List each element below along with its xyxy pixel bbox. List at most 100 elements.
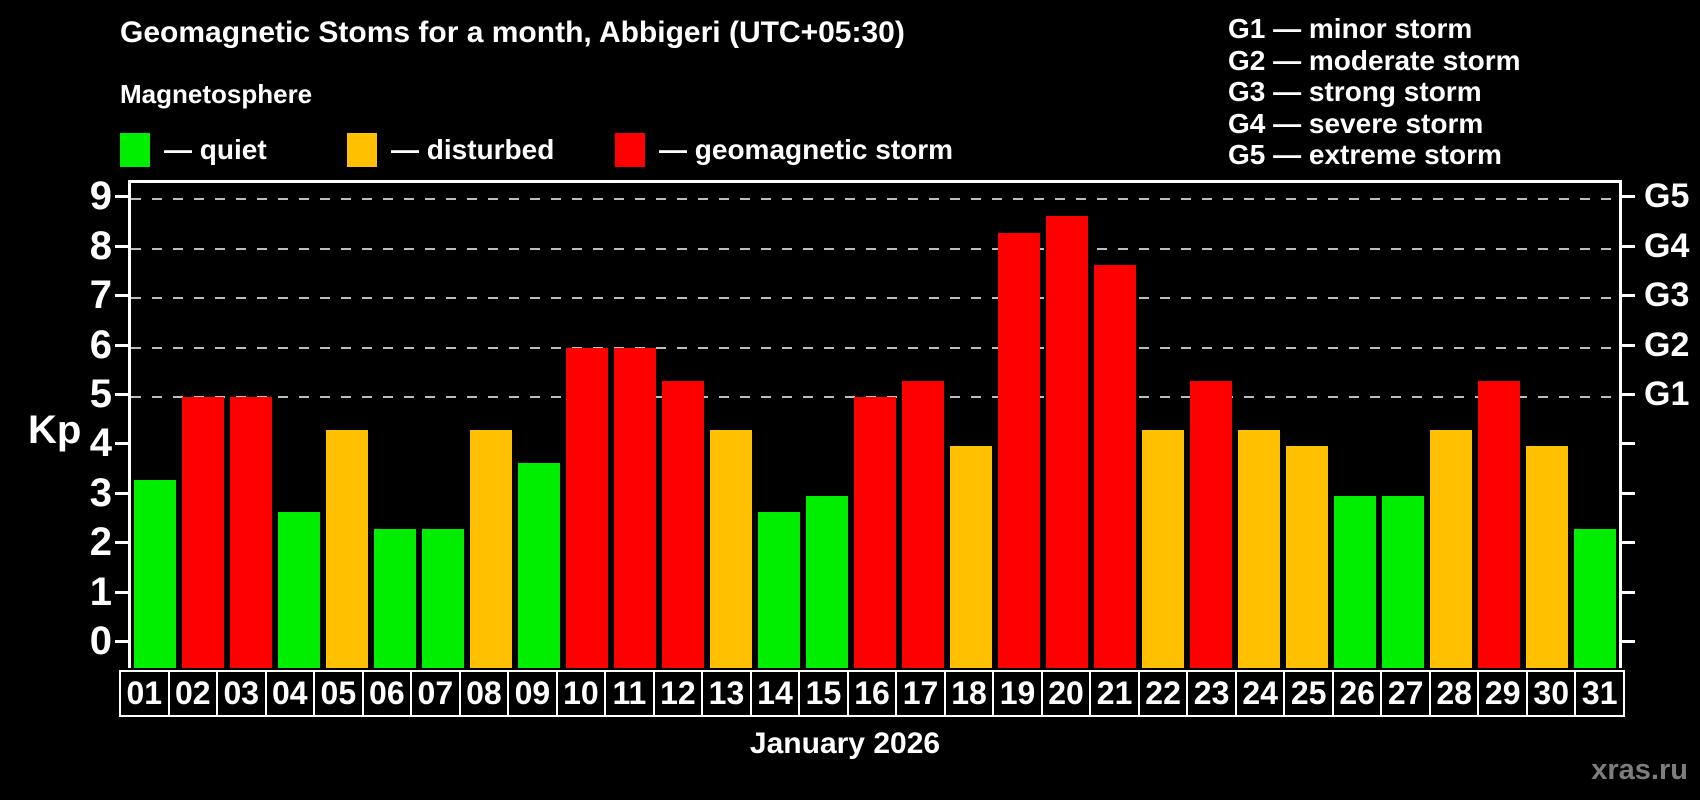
y-tick-right-4 bbox=[1622, 442, 1635, 446]
y-tick-label-7: 7 bbox=[89, 273, 112, 318]
day-cell-03: 03 bbox=[216, 670, 267, 717]
day-cell-29: 29 bbox=[1477, 670, 1528, 717]
g-axis-label-g5: G5 bbox=[1644, 177, 1690, 216]
g-legend-line-g2: G2 — moderate storm bbox=[1228, 44, 1521, 76]
legend-item-quiet: — quiet bbox=[120, 133, 267, 167]
day-cell-22: 22 bbox=[1137, 670, 1189, 717]
y-tick-right-2 bbox=[1622, 541, 1635, 545]
day-cell-30: 30 bbox=[1525, 670, 1577, 717]
kp-bar-20 bbox=[1045, 215, 1089, 668]
x-axis-title: January 2026 bbox=[749, 727, 941, 760]
day-cell-24: 24 bbox=[1234, 670, 1286, 717]
kp-bar-22 bbox=[1141, 430, 1185, 668]
y-tick-label-1: 1 bbox=[89, 569, 112, 614]
y-tick-left-4 bbox=[115, 442, 128, 446]
g-axis-label-g4: G4 bbox=[1644, 226, 1690, 265]
y-tick-label-9: 9 bbox=[89, 174, 112, 219]
day-cell-09: 09 bbox=[507, 670, 558, 717]
day-cell-31: 31 bbox=[1574, 670, 1625, 717]
day-cell-13: 13 bbox=[701, 670, 752, 717]
y-tick-left-0 bbox=[115, 640, 128, 643]
y-tick-left-8 bbox=[115, 244, 128, 248]
day-cell-10: 10 bbox=[555, 670, 607, 717]
disturbed-swatch-icon bbox=[347, 133, 377, 167]
g-legend-line-g5: G5 — extreme storm bbox=[1228, 139, 1502, 170]
day-cell-16: 16 bbox=[846, 670, 898, 717]
quiet-swatch-icon bbox=[120, 133, 150, 167]
g-axis-label-g2: G2 bbox=[1644, 325, 1690, 364]
day-cell-18: 18 bbox=[943, 670, 995, 717]
day-cell-19: 19 bbox=[992, 670, 1043, 717]
y-tick-left-5 bbox=[115, 393, 128, 396]
legend-item-storm: — geomagnetic storm bbox=[615, 133, 953, 167]
kp-bar-31 bbox=[1573, 528, 1617, 668]
y-tick-right-8 bbox=[1622, 244, 1635, 248]
day-cell-05: 05 bbox=[313, 670, 364, 717]
kp-bar-06 bbox=[373, 528, 417, 668]
gridline-8 bbox=[131, 247, 1619, 250]
gridline-9 bbox=[131, 198, 1619, 201]
plot-inner bbox=[131, 183, 1619, 668]
kp-bar-15 bbox=[805, 495, 849, 668]
g-scale-legend: G1 — minor storm G2 — moderate storm G3 … bbox=[1228, 13, 1521, 171]
day-cell-27: 27 bbox=[1380, 670, 1431, 717]
day-cell-01: 01 bbox=[119, 670, 170, 717]
day-cell-28: 28 bbox=[1428, 670, 1480, 717]
kp-bar-07 bbox=[421, 528, 465, 668]
kp-bar-10 bbox=[565, 347, 609, 668]
day-cell-26: 26 bbox=[1331, 670, 1383, 717]
y-tick-right-9 bbox=[1622, 195, 1635, 199]
day-cell-14: 14 bbox=[749, 670, 801, 717]
day-cell-04: 04 bbox=[264, 670, 316, 717]
y-tick-label-0: 0 bbox=[89, 619, 112, 663]
y-tick-left-6 bbox=[115, 343, 128, 347]
y-tick-right-1 bbox=[1622, 590, 1635, 594]
kp-bar-02 bbox=[181, 397, 225, 668]
day-cell-06: 06 bbox=[361, 670, 413, 717]
g-axis-label-g1: G1 bbox=[1644, 375, 1690, 413]
kp-bar-04 bbox=[277, 512, 321, 668]
kp-bar-27 bbox=[1381, 495, 1425, 668]
gridline-6 bbox=[131, 346, 1619, 349]
watermark: xras.ru bbox=[1591, 754, 1688, 786]
y-tick-right-3 bbox=[1622, 491, 1635, 495]
g-axis-label-g3: G3 bbox=[1644, 276, 1690, 315]
day-cell-20: 20 bbox=[1040, 670, 1092, 717]
day-cell-07: 07 bbox=[410, 670, 461, 717]
kp-bar-11 bbox=[613, 347, 657, 668]
g-legend-line-g3: G3 — strong storm bbox=[1228, 76, 1482, 107]
y-tick-label-2: 2 bbox=[89, 520, 112, 565]
y-axis-title: Kp bbox=[28, 408, 82, 452]
kp-bar-13 bbox=[709, 430, 753, 668]
y-tick-label-3: 3 bbox=[89, 470, 112, 515]
kp-bar-16 bbox=[853, 397, 897, 668]
kp-bar-29 bbox=[1477, 380, 1521, 668]
chart-subtitle: Magnetosphere bbox=[120, 79, 313, 109]
y-tick-label-6: 6 bbox=[89, 322, 112, 367]
kp-bar-12 bbox=[661, 380, 705, 668]
g-legend-line-g1: G1 — minor storm bbox=[1228, 13, 1473, 44]
legend-label-storm: — geomagnetic storm bbox=[659, 134, 954, 165]
storm-swatch-icon bbox=[615, 133, 645, 167]
kp-bar-28 bbox=[1429, 430, 1473, 668]
kp-bar-25 bbox=[1285, 446, 1329, 668]
kp-bar-30 bbox=[1525, 446, 1569, 668]
y-tick-right-7 bbox=[1622, 294, 1635, 298]
kp-bar-09 bbox=[517, 462, 561, 668]
kp-bar-05 bbox=[325, 430, 369, 668]
y-tick-label-8: 8 bbox=[89, 223, 112, 268]
day-axis-row: 01 02 03 04 05 06 07 08 09 10 11 12 13 14 15 16 17 18 19 20… bbox=[119, 670, 1625, 717]
day-cell-15: 15 bbox=[798, 670, 849, 717]
legend-label-quiet: — quiet bbox=[164, 134, 267, 165]
kp-bar-03 bbox=[229, 397, 273, 668]
y-tick-left-1 bbox=[115, 590, 128, 594]
y-tick-left-2 bbox=[115, 541, 128, 545]
plot-area bbox=[128, 180, 1622, 668]
kp-bar-21 bbox=[1093, 265, 1137, 668]
kp-bar-26 bbox=[1333, 495, 1377, 668]
chart-title: Geomagnetic Stoms for a month, Abbigeri … bbox=[120, 16, 905, 49]
g-legend-line-g4: G4 — severe storm bbox=[1228, 107, 1484, 139]
day-cell-25: 25 bbox=[1283, 670, 1334, 717]
kp-bar-24 bbox=[1237, 430, 1281, 668]
